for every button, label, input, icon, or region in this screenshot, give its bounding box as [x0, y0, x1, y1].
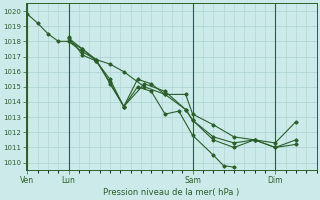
X-axis label: Pression niveau de la mer( hPa ): Pression niveau de la mer( hPa ) [103, 188, 239, 197]
